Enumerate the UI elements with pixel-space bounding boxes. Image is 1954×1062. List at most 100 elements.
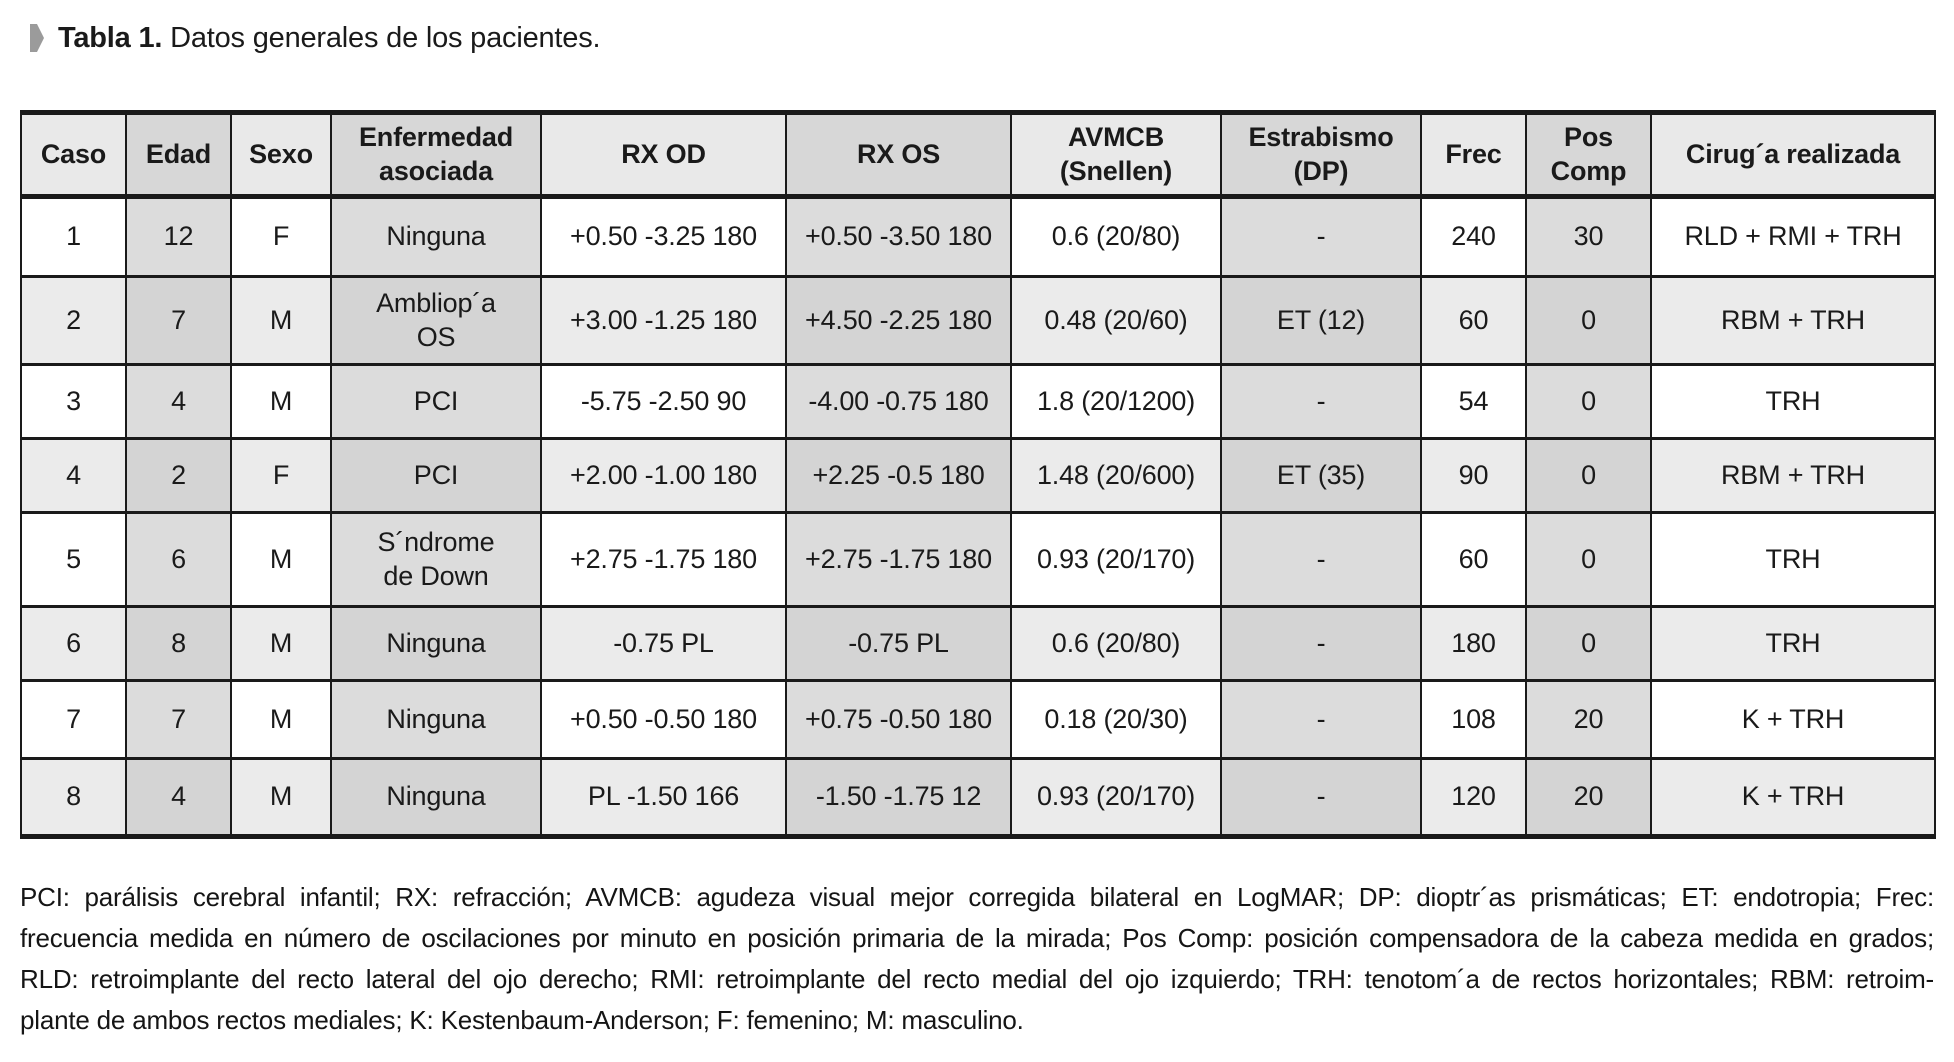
header-rx-os: RX OS xyxy=(785,110,1012,199)
cell-enfermedad: PCI xyxy=(330,437,542,514)
cell-pos-comp: 0 xyxy=(1525,511,1652,608)
cell-rx-os: -1.50 -1.75 12 xyxy=(785,757,1012,839)
cell-cirugia: K + TRH xyxy=(1650,757,1936,839)
cell-rx-od: -5.75 -2.50 90 xyxy=(540,363,787,440)
cell-rx-od: PL -1.50 166 xyxy=(540,757,787,839)
cell-caso: 7 xyxy=(20,679,127,760)
cell-avmcb: 0.6 (20/80) xyxy=(1010,605,1222,682)
cell-avmcb: 1.8 (20/1200) xyxy=(1010,363,1222,440)
cell-estrabismo: - xyxy=(1220,363,1422,440)
cell-estrabismo: ET (35) xyxy=(1220,437,1422,514)
cell-enfermedad: Ninguna xyxy=(330,679,542,760)
cell-estrabismo: - xyxy=(1220,605,1422,682)
cell-rx-od: +2.75 -1.75 180 xyxy=(540,511,787,608)
cell-enfermedad: Ninguna xyxy=(330,195,542,278)
cell-caso: 5 xyxy=(20,511,127,608)
table-row: 8 4 M Ninguna PL -1.50 166 -1.50 -1.75 1… xyxy=(20,757,1936,839)
cell-cirugia: RBM + TRH xyxy=(1650,437,1936,514)
cell-frec: 60 xyxy=(1420,511,1527,608)
cell-sexo: M xyxy=(230,275,332,366)
table-row: 6 8 M Ninguna -0.75 PL -0.75 PL 0.6 (20/… xyxy=(20,605,1936,682)
cell-edad: 12 xyxy=(125,195,232,278)
cell-caso: 1 xyxy=(20,195,127,278)
cell-rx-od: +0.50 -3.25 180 xyxy=(540,195,787,278)
cell-edad: 6 xyxy=(125,511,232,608)
cell-sexo: F xyxy=(230,195,332,278)
header-row: Caso Edad Sexo Enfermedad asociada RX OD… xyxy=(20,110,1936,199)
table-row: 2 7 M Ambliop´a OS +3.00 -1.25 180 +4.50… xyxy=(20,275,1936,366)
cell-avmcb: 0.93 (20/170) xyxy=(1010,511,1222,608)
table-row: 3 4 M PCI -5.75 -2.50 90 -4.00 -0.75 180… xyxy=(20,363,1936,440)
footnote-line: PCI: parálisis cerebral infantil; RX: re… xyxy=(20,882,1934,912)
header-rx-od: RX OD xyxy=(540,110,787,199)
cell-avmcb: 0.6 (20/80) xyxy=(1010,195,1222,278)
cell-enfermedad: PCI xyxy=(330,363,542,440)
cell-enfermedad: S´ndrome de Down xyxy=(330,511,542,608)
title-bullet-icon xyxy=(30,24,44,52)
footnote: PCI: parálisis cerebral infantil; RX: re… xyxy=(20,877,1934,1041)
cell-frec: 60 xyxy=(1420,275,1527,366)
cell-rx-od: +3.00 -1.25 180 xyxy=(540,275,787,366)
table-row: 4 2 F PCI +2.00 -1.00 180 +2.25 -0.5 180… xyxy=(20,437,1936,514)
cell-rx-os: -0.75 PL xyxy=(785,605,1012,682)
header-cirugia: Cirug´a realizada xyxy=(1650,110,1936,199)
cell-rx-od: +2.00 -1.00 180 xyxy=(540,437,787,514)
cell-sexo: M xyxy=(230,605,332,682)
cell-sexo: M xyxy=(230,511,332,608)
patients-data-table: Caso Edad Sexo Enfermedad asociada RX OD… xyxy=(20,110,1936,839)
cell-avmcb: 0.48 (20/60) xyxy=(1010,275,1222,366)
table-title-text: Tabla 1. Datos generales de los paciente… xyxy=(58,21,601,55)
table-row: 5 6 M S´ndrome de Down +2.75 -1.75 180 +… xyxy=(20,511,1936,608)
cell-cirugia: TRH xyxy=(1650,363,1936,440)
cell-edad: 4 xyxy=(125,757,232,839)
cell-cirugia: TRH xyxy=(1650,511,1936,608)
header-frec: Frec xyxy=(1420,110,1527,199)
cell-frec: 108 xyxy=(1420,679,1527,760)
cell-estrabismo: - xyxy=(1220,511,1422,608)
footnote-line: RLD: retroimplante del recto lateral del… xyxy=(20,964,1934,994)
cell-sexo: M xyxy=(230,757,332,839)
cell-avmcb: 0.93 (20/170) xyxy=(1010,757,1222,839)
cell-pos-comp: 0 xyxy=(1525,363,1652,440)
cell-caso: 2 xyxy=(20,275,127,366)
cell-cirugia: RLD + RMI + TRH xyxy=(1650,195,1936,278)
cell-enfermedad: Ambliop´a OS xyxy=(330,275,542,366)
cell-rx-os: +4.50 -2.25 180 xyxy=(785,275,1012,366)
header-caso: Caso xyxy=(20,110,127,199)
cell-edad: 7 xyxy=(125,679,232,760)
table-title: Tabla 1. Datos generales de los paciente… xyxy=(30,18,1934,58)
cell-caso: 3 xyxy=(20,363,127,440)
cell-pos-comp: 20 xyxy=(1525,757,1652,839)
table-row: 7 7 M Ninguna +0.50 -0.50 180 +0.75 -0.5… xyxy=(20,679,1936,760)
header-sexo: Sexo xyxy=(230,110,332,199)
cell-frec: 90 xyxy=(1420,437,1527,514)
table-row: 1 12 F Ninguna +0.50 -3.25 180 +0.50 -3.… xyxy=(20,195,1936,278)
cell-estrabismo: ET (12) xyxy=(1220,275,1422,366)
cell-rx-os: +2.75 -1.75 180 xyxy=(785,511,1012,608)
footnote-line: frecuencia medida en número de oscilacio… xyxy=(20,923,1934,953)
cell-sexo: F xyxy=(230,437,332,514)
cell-caso: 4 xyxy=(20,437,127,514)
cell-sexo: M xyxy=(230,679,332,760)
table-title-prefix: Tabla 1. xyxy=(58,21,163,54)
cell-rx-os: -4.00 -0.75 180 xyxy=(785,363,1012,440)
header-estrabismo: Estrabismo (DP) xyxy=(1220,110,1422,199)
cell-avmcb: 0.18 (20/30) xyxy=(1010,679,1222,760)
header-edad: Edad xyxy=(125,110,232,199)
cell-cirugia: TRH xyxy=(1650,605,1936,682)
cell-pos-comp: 20 xyxy=(1525,679,1652,760)
cell-edad: 4 xyxy=(125,363,232,440)
header-avmcb: AVMCB (Snellen) xyxy=(1010,110,1222,199)
cell-pos-comp: 0 xyxy=(1525,275,1652,366)
cell-caso: 6 xyxy=(20,605,127,682)
cell-rx-os: +0.75 -0.50 180 xyxy=(785,679,1012,760)
cell-sexo: M xyxy=(230,363,332,440)
cell-rx-od: -0.75 PL xyxy=(540,605,787,682)
cell-avmcb: 1.48 (20/600) xyxy=(1010,437,1222,514)
cell-frec: 120 xyxy=(1420,757,1527,839)
cell-rx-od: +0.50 -0.50 180 xyxy=(540,679,787,760)
cell-rx-os: +0.50 -3.50 180 xyxy=(785,195,1012,278)
header-pos-comp: Pos Comp xyxy=(1525,110,1652,199)
cell-cirugia: K + TRH xyxy=(1650,679,1936,760)
